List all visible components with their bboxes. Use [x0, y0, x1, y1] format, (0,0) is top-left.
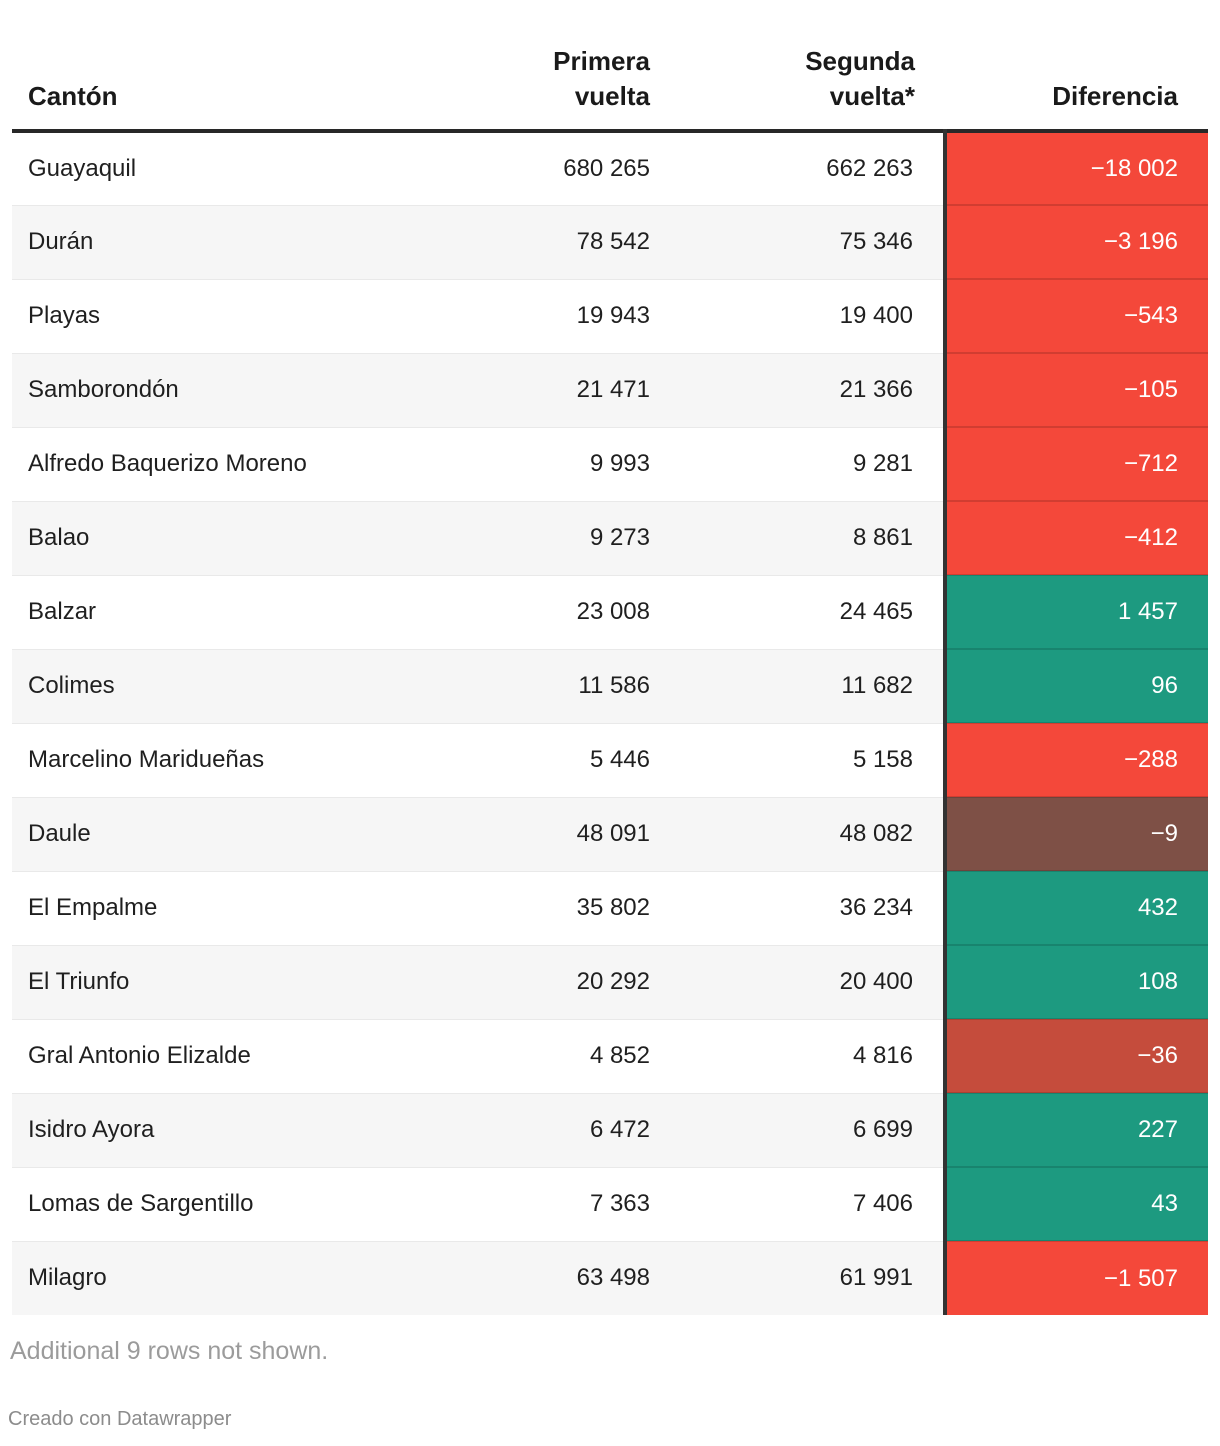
segunda-vuelta-cell: 21 366: [680, 352, 945, 427]
segunda-vuelta-cell: 61 991: [680, 1240, 945, 1315]
segunda-vuelta-cell: 4 816: [680, 1018, 945, 1093]
segunda-vuelta-cell: 36 234: [680, 870, 945, 945]
column-header-primera-vuelta: Primera vuelta: [553, 46, 650, 111]
diferencia-cell: −105: [943, 352, 1208, 427]
diferencia-cell: −543: [943, 278, 1208, 353]
primera-vuelta-cell: 48 091: [432, 796, 680, 871]
column-header-segunda-vuelta: Segunda vuelta*: [805, 46, 915, 111]
primera-vuelta-cell: 78 542: [432, 204, 680, 279]
primera-vuelta-cell: 5 446: [432, 722, 680, 797]
table-row: Colimes 11 586 11 682 96: [12, 648, 1208, 723]
canton-cell: Guayaquil: [28, 154, 137, 182]
segunda-vuelta-cell: 9 281: [680, 426, 945, 501]
segunda-vuelta-cell: 8 861: [680, 500, 945, 575]
canton-cell: Samborondón: [12, 352, 432, 427]
table-row: Daule 48 091 48 082 −9: [12, 796, 1208, 871]
primera-vuelta-cell: 4 852: [432, 1018, 680, 1093]
canton-cell: El Empalme: [12, 870, 432, 945]
diferencia-cell: −288: [943, 722, 1208, 797]
diferencia-cell: −412: [943, 500, 1208, 575]
segunda-vuelta-cell: 20 400: [680, 944, 945, 1019]
canton-cell: Marcelino Maridueñas: [12, 722, 432, 797]
segunda-vuelta-cell: 24 465: [680, 574, 945, 649]
diferencia-cell: 227: [943, 1092, 1208, 1167]
table-row: Guayaquil 680 265 662 263 −18 002: [12, 131, 1208, 205]
primera-vuelta-cell: 9 273: [432, 500, 680, 575]
diferencia-cell: −18 002: [943, 131, 1208, 205]
table-container: Cantón Primera vuelta Segunda vuelta* Di…: [12, 0, 1208, 1315]
datawrapper-attribution-link[interactable]: Creado con Datawrapper: [8, 1408, 232, 1430]
primera-vuelta-cell: 19 943: [432, 278, 680, 353]
table-row: El Empalme 35 802 36 234 432: [12, 870, 1208, 945]
table-row: Isidro Ayora 6 472 6 699 227: [12, 1092, 1208, 1167]
segunda-vuelta-cell: 5 158: [680, 722, 945, 797]
segunda-vuelta-cell: 662 263: [826, 154, 913, 182]
canton-cell: Alfredo Baquerizo Moreno: [12, 426, 432, 501]
primera-vuelta-cell: 20 292: [432, 944, 680, 1019]
canton-cell: Lomas de Sargentillo: [12, 1166, 432, 1241]
diferencia-cell: 1 457: [943, 574, 1208, 649]
header-row: Cantón Primera vuelta Segunda vuelta* Di…: [12, 0, 1208, 131]
canton-cell: El Triunfo: [12, 944, 432, 1019]
canton-cell: Daule: [12, 796, 432, 871]
canton-cell: Durán: [12, 204, 432, 279]
canton-cell: Colimes: [12, 648, 432, 723]
canton-results-table: Cantón Primera vuelta Segunda vuelta* Di…: [12, 0, 1208, 1315]
diferencia-cell: −9: [943, 796, 1208, 871]
primera-vuelta-cell: 6 472: [432, 1092, 680, 1167]
table-row: Milagro 63 498 61 991 −1 507: [12, 1240, 1208, 1315]
table-row: Lomas de Sargentillo 7 363 7 406 43: [12, 1166, 1208, 1241]
segunda-vuelta-cell: 6 699: [680, 1092, 945, 1167]
primera-vuelta-cell: 11 586: [432, 648, 680, 723]
rows-not-shown-note: Additional 9 rows not shown.: [10, 1337, 329, 1365]
segunda-vuelta-cell: 11 682: [680, 648, 945, 723]
canton-cell: Milagro: [12, 1240, 432, 1315]
segunda-vuelta-cell: 19 400: [680, 278, 945, 353]
canton-cell: Gral Antonio Elizalde: [12, 1018, 432, 1093]
primera-vuelta-cell: 7 363: [432, 1166, 680, 1241]
diferencia-cell: −1 507: [943, 1240, 1208, 1315]
table-row: Balao 9 273 8 861 −412: [12, 500, 1208, 575]
canton-cell: Playas: [12, 278, 432, 353]
table-row: Gral Antonio Elizalde 4 852 4 816 −36: [12, 1018, 1208, 1093]
primera-vuelta-cell: 9 993: [432, 426, 680, 501]
table-row: El Triunfo 20 292 20 400 108: [12, 944, 1208, 1019]
table-row: Alfredo Baquerizo Moreno 9 993 9 281 −712: [12, 426, 1208, 501]
primera-vuelta-cell: 680 265: [563, 154, 650, 182]
table-row: Samborondón 21 471 21 366 −105: [12, 352, 1208, 427]
primera-vuelta-cell: 21 471: [432, 352, 680, 427]
table-header: Cantón Primera vuelta Segunda vuelta* Di…: [12, 0, 1208, 131]
table-row: Balzar 23 008 24 465 1 457: [12, 574, 1208, 649]
diferencia-cell: −712: [943, 426, 1208, 501]
column-header-diferencia: Diferencia: [1052, 81, 1178, 111]
diferencia-cell: −36: [943, 1018, 1208, 1093]
canton-cell: Balao: [12, 500, 432, 575]
table-row: Playas 19 943 19 400 −543: [12, 278, 1208, 353]
segunda-vuelta-cell: 48 082: [680, 796, 945, 871]
primera-vuelta-cell: 63 498: [432, 1240, 680, 1315]
canton-cell: Balzar: [12, 574, 432, 649]
diferencia-cell: −3 196: [943, 204, 1208, 279]
diferencia-cell: 108: [943, 944, 1208, 1019]
diferencia-cell: 432: [943, 870, 1208, 945]
segunda-vuelta-cell: 7 406: [680, 1166, 945, 1241]
primera-vuelta-cell: 35 802: [432, 870, 680, 945]
segunda-vuelta-cell: 75 346: [680, 204, 945, 279]
diferencia-cell: 96: [943, 648, 1208, 723]
diferencia-cell: 43: [943, 1166, 1208, 1241]
table-row: Durán 78 542 75 346 −3 196: [12, 204, 1208, 279]
canton-cell: Isidro Ayora: [12, 1092, 432, 1167]
table-row: Marcelino Maridueñas 5 446 5 158 −288: [12, 722, 1208, 797]
primera-vuelta-cell: 23 008: [432, 574, 680, 649]
table-body: Guayaquil 680 265 662 263 −18 002 Durán 78 54…: [12, 131, 1208, 1315]
column-header-canton: Cantón: [28, 81, 118, 111]
